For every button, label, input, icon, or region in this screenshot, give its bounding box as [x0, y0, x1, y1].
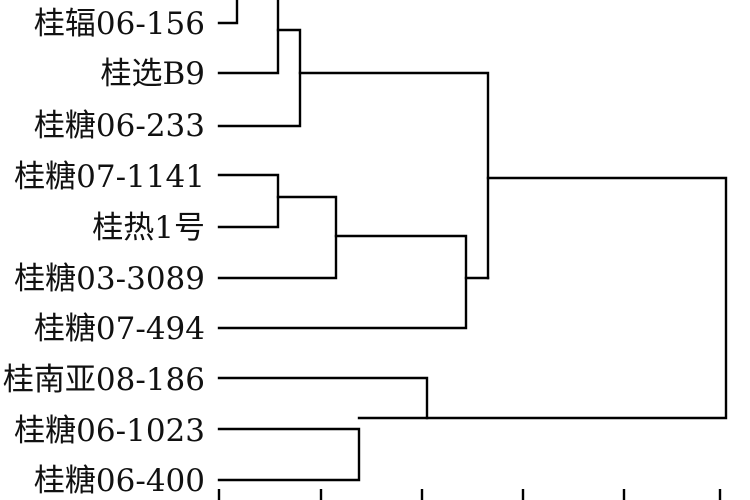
link-pair-4-5	[217, 173, 280, 229]
link-leaf-1	[217, 0, 280, 75]
leaf-labels: 桂辐06-156 桂选B9 桂糖06-233 桂糖07-1141 桂热1号 桂糖…	[3, 6, 205, 499]
leaf-label-9: 桂糖06-1023	[14, 413, 205, 449]
link-root	[425, 176, 728, 420]
link-join-7	[217, 234, 468, 330]
leaf-label-3: 桂糖06-233	[34, 108, 205, 144]
leaf-label-6: 桂糖03-3089	[14, 261, 205, 297]
leaf-label-8: 桂南亚08-186	[3, 362, 205, 398]
scale-axis	[217, 489, 722, 500]
link-leaf-2-join	[217, 28, 302, 128]
leaf-label-1: 桂辐06-156	[34, 6, 205, 42]
link-pair-9-10	[217, 427, 361, 482]
leaf-label-10: 桂糖06-400	[34, 463, 205, 499]
link-top-pair	[217, 0, 239, 25]
link-join-8	[217, 376, 429, 420]
leaf-label-4: 桂糖07-1141	[14, 159, 205, 195]
leaf-label-7: 桂糖07-494	[34, 311, 205, 347]
leaf-label-2: 桂选B9	[100, 56, 205, 92]
leaf-label-5: 桂热1号	[92, 210, 205, 246]
link-cluster-a	[298, 71, 490, 280]
dendrogram-links	[217, 0, 728, 482]
link-join-6	[217, 195, 338, 280]
